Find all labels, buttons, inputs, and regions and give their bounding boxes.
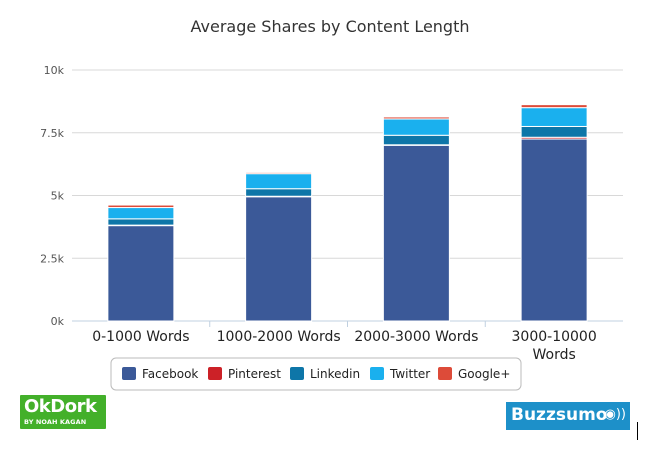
bar-segment-linkedin bbox=[107, 218, 175, 226]
okdork-logo: OkDork BY NOAH KAGAN bbox=[20, 395, 106, 429]
legend-label: Linkedin bbox=[310, 367, 360, 381]
y-tick-label: 2.5k bbox=[40, 252, 64, 265]
buzzsumo-logo-text: Buzzsumo bbox=[511, 405, 608, 425]
bar-segment-twitter bbox=[520, 107, 588, 127]
bar-segment-google- bbox=[245, 171, 313, 175]
bar-segment-twitter bbox=[382, 118, 450, 136]
y-tick-label: 10k bbox=[44, 64, 65, 77]
y-tick-label: 0k bbox=[51, 315, 65, 328]
legend-label: Pinterest bbox=[228, 367, 281, 381]
bar-segment-linkedin bbox=[245, 188, 313, 197]
bar-segment-twitter bbox=[245, 173, 313, 190]
okdork-logo-text: OkDork bbox=[24, 396, 97, 417]
x-tick-label: 2000-3000 Words bbox=[354, 329, 478, 345]
bar-segment-twitter bbox=[107, 207, 175, 220]
legend-item-linkedin[interactable]: Linkedin bbox=[290, 367, 360, 381]
bar-segment-google- bbox=[382, 116, 450, 120]
bar-segment-facebook bbox=[245, 196, 313, 322]
x-tick-label: 1000-2000 Words bbox=[217, 329, 341, 345]
bar-segment-facebook bbox=[520, 138, 588, 322]
bar-segment-linkedin bbox=[520, 125, 588, 138]
bar-segment-google- bbox=[107, 204, 175, 209]
text-cursor bbox=[637, 422, 638, 440]
legend-label: Google+ bbox=[458, 367, 510, 381]
legend-label: Twitter bbox=[389, 367, 430, 381]
legend-item-twitter[interactable]: Twitter bbox=[370, 367, 430, 381]
bar-segment-linkedin bbox=[382, 134, 450, 146]
legend-box bbox=[110, 357, 522, 391]
legend-label: Facebook bbox=[142, 367, 198, 381]
chart-title: Average Shares by Content Length bbox=[191, 17, 470, 36]
x-tick-label: 0-1000 Words bbox=[92, 329, 189, 345]
legend-item-google-[interactable]: Google+ bbox=[438, 367, 510, 381]
legend-item-facebook[interactable]: Facebook bbox=[122, 367, 198, 381]
legend-swatch bbox=[370, 367, 384, 380]
legend-item-pinterest[interactable]: Pinterest bbox=[208, 367, 281, 381]
broadcast-icon: ◉)) bbox=[604, 407, 627, 422]
legend-swatch bbox=[438, 367, 452, 380]
y-tick-label: 5k bbox=[51, 190, 65, 203]
legend-swatch bbox=[208, 367, 222, 380]
y-tick-label: 7.5k bbox=[40, 127, 64, 140]
legend-swatch bbox=[290, 367, 304, 380]
okdork-logo-subtext: BY NOAH KAGAN bbox=[24, 418, 87, 426]
x-tick-label: 3000-10000 Words bbox=[512, 329, 597, 363]
buzzsumo-logo: Buzzsumo ◉)) bbox=[506, 402, 630, 430]
bar-segment-facebook bbox=[107, 225, 175, 322]
bar-segment-facebook bbox=[382, 144, 450, 322]
bar-segment-google- bbox=[520, 104, 588, 109]
legend-swatch bbox=[122, 367, 136, 380]
